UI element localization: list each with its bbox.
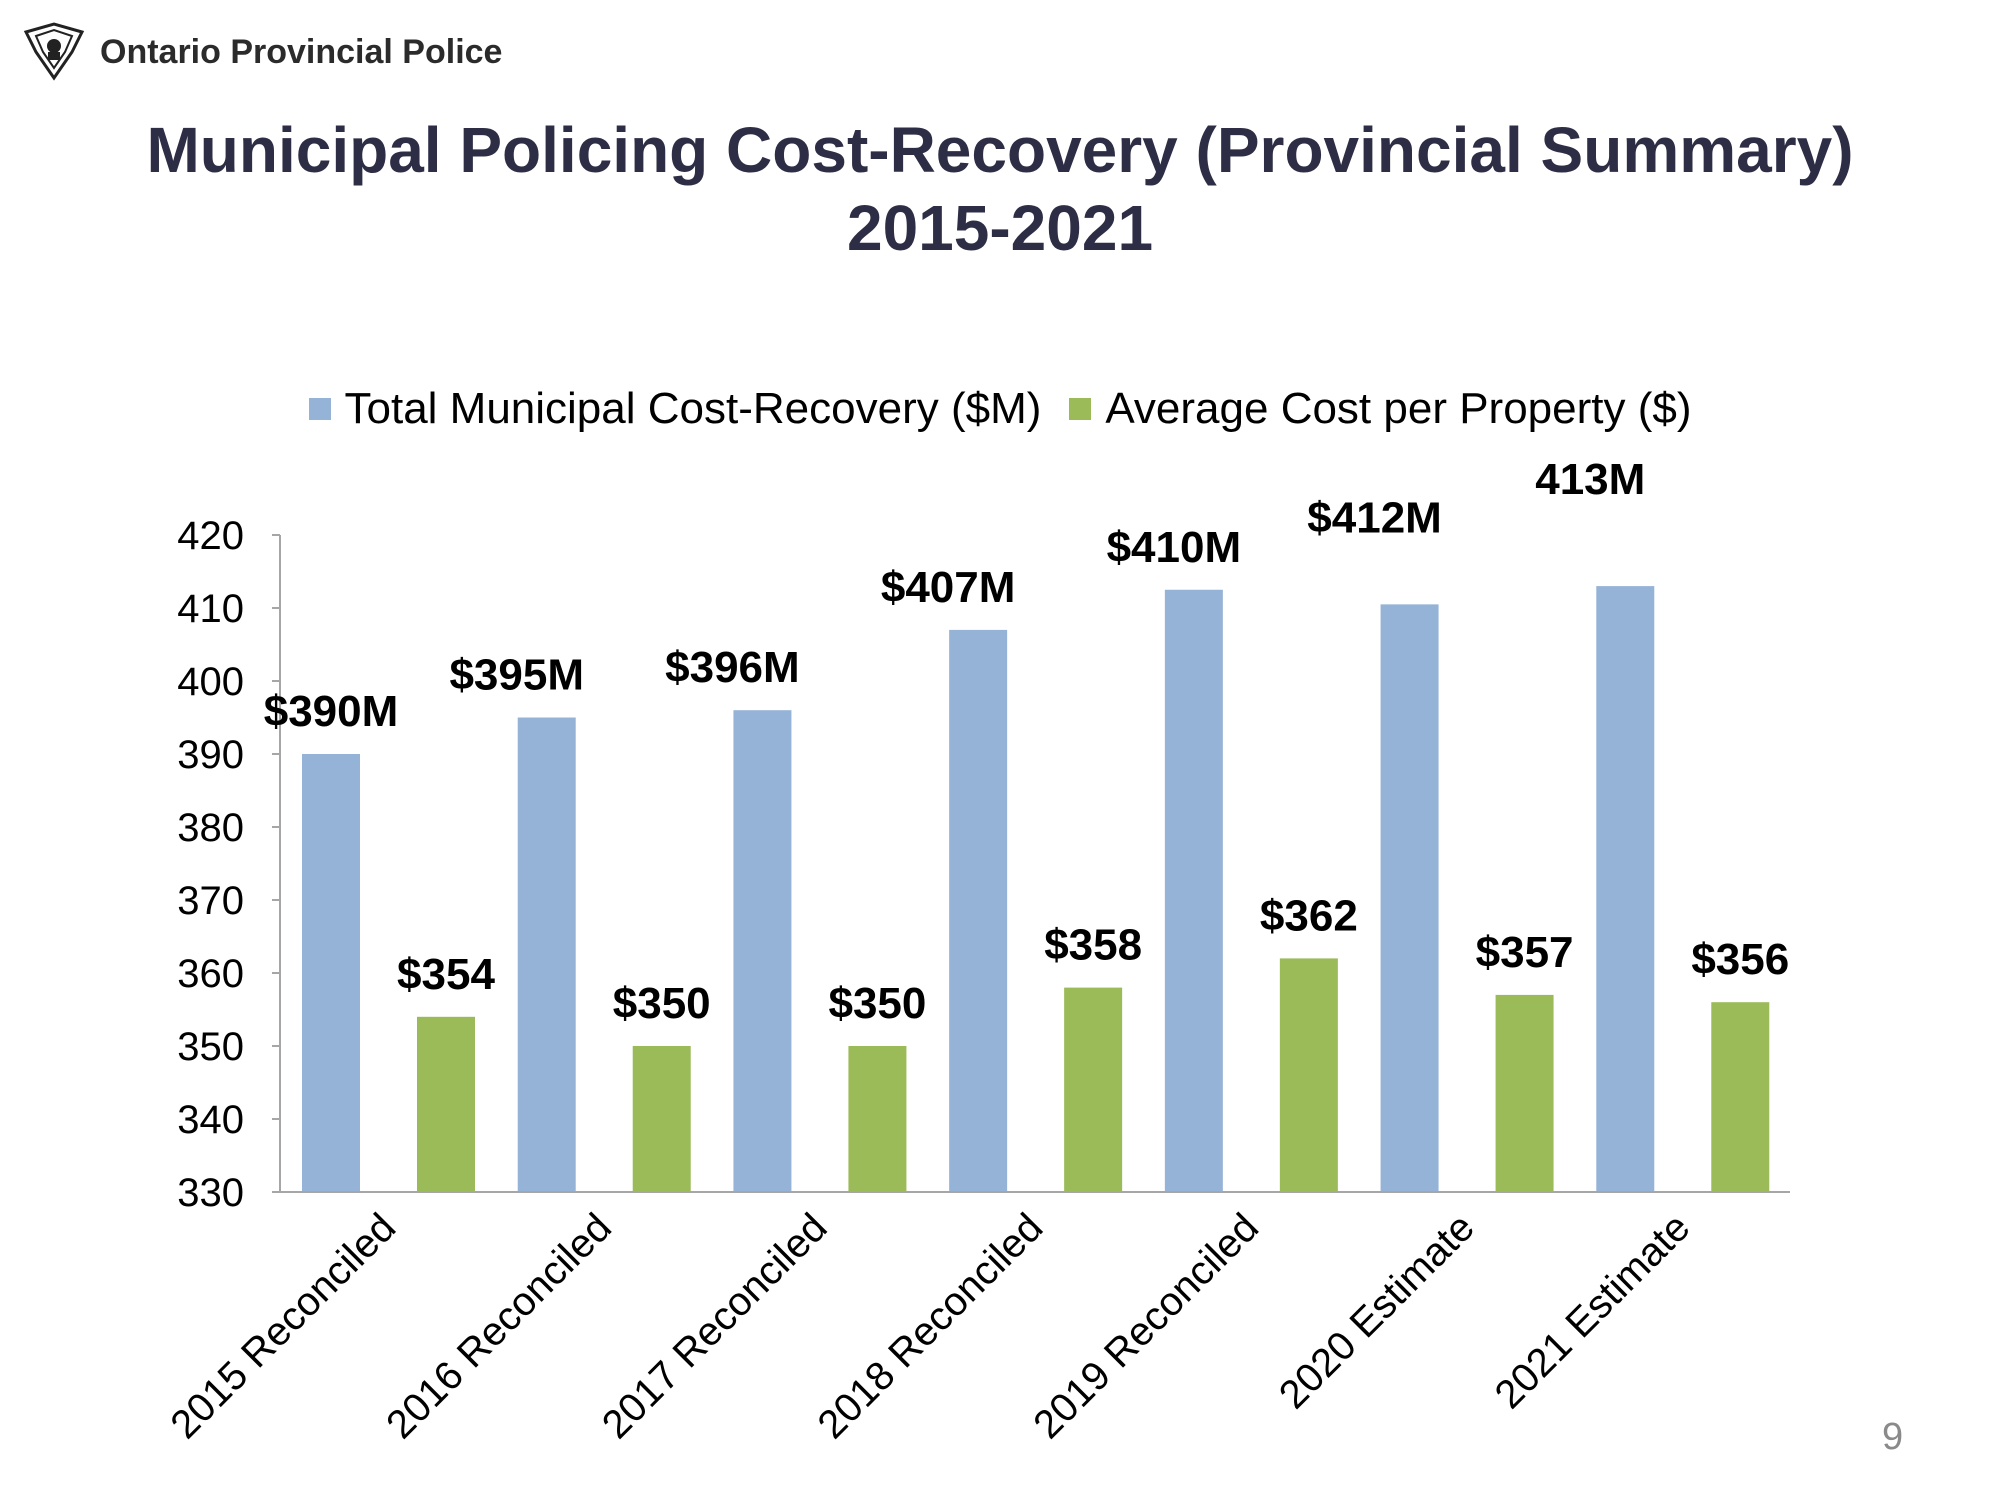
data-label-total: $390M	[264, 687, 399, 736]
y-tick-label: 360	[177, 952, 244, 996]
bar-average	[1711, 1002, 1769, 1192]
x-tick-label: 2019 Reconciled	[1025, 1205, 1267, 1447]
data-label-total: $410M	[1107, 523, 1242, 572]
y-tick-label: 390	[177, 733, 244, 777]
y-tick-label: 350	[177, 1025, 244, 1069]
bar-total	[1165, 590, 1223, 1192]
x-tick-label: 2015 Reconciled	[162, 1205, 404, 1447]
data-label-average: $362	[1260, 891, 1358, 940]
bar-average	[1496, 995, 1554, 1192]
data-label-average: $354	[397, 950, 495, 999]
y-tick-label: 400	[177, 660, 244, 704]
y-tick-label: 370	[177, 879, 244, 923]
bar-total	[1381, 604, 1439, 1192]
data-label-average: $358	[1044, 921, 1142, 970]
data-label-total: $395M	[449, 651, 584, 700]
bar-total	[733, 710, 791, 1192]
x-tick-label: 2018 Reconciled	[810, 1205, 1052, 1447]
y-tick-label: 410	[177, 587, 244, 631]
bar-total	[302, 754, 360, 1192]
y-tick-label: 340	[177, 1098, 244, 1142]
data-label-total: $412M	[1307, 493, 1442, 542]
data-label-average: $350	[613, 979, 711, 1028]
data-label-average: $357	[1476, 928, 1574, 977]
y-tick-label: 330	[177, 1171, 244, 1215]
bar-total	[518, 718, 576, 1193]
x-tick-label: 2016 Reconciled	[378, 1205, 620, 1447]
data-label-total: $407M	[881, 563, 1016, 612]
bar-average	[1280, 958, 1338, 1192]
bar-average	[1064, 988, 1122, 1192]
data-label-average: $350	[828, 979, 926, 1028]
y-tick-label: 380	[177, 806, 244, 850]
data-label-average: $356	[1691, 935, 1789, 984]
bar-average	[633, 1046, 691, 1192]
x-tick-label: 2020 Estimate	[1271, 1205, 1483, 1417]
data-label-total: 413M	[1535, 455, 1645, 504]
bar-average	[848, 1046, 906, 1192]
y-tick-label: 420	[177, 514, 244, 558]
page-number: 9	[1882, 1416, 1903, 1459]
bar-total	[949, 630, 1007, 1192]
bar-average	[417, 1017, 475, 1192]
x-tick-label: 2021 Estimate	[1487, 1205, 1699, 1417]
x-tick-label: 2017 Reconciled	[594, 1205, 836, 1447]
data-label-total: $396M	[665, 643, 800, 692]
bar-total	[1596, 586, 1654, 1192]
